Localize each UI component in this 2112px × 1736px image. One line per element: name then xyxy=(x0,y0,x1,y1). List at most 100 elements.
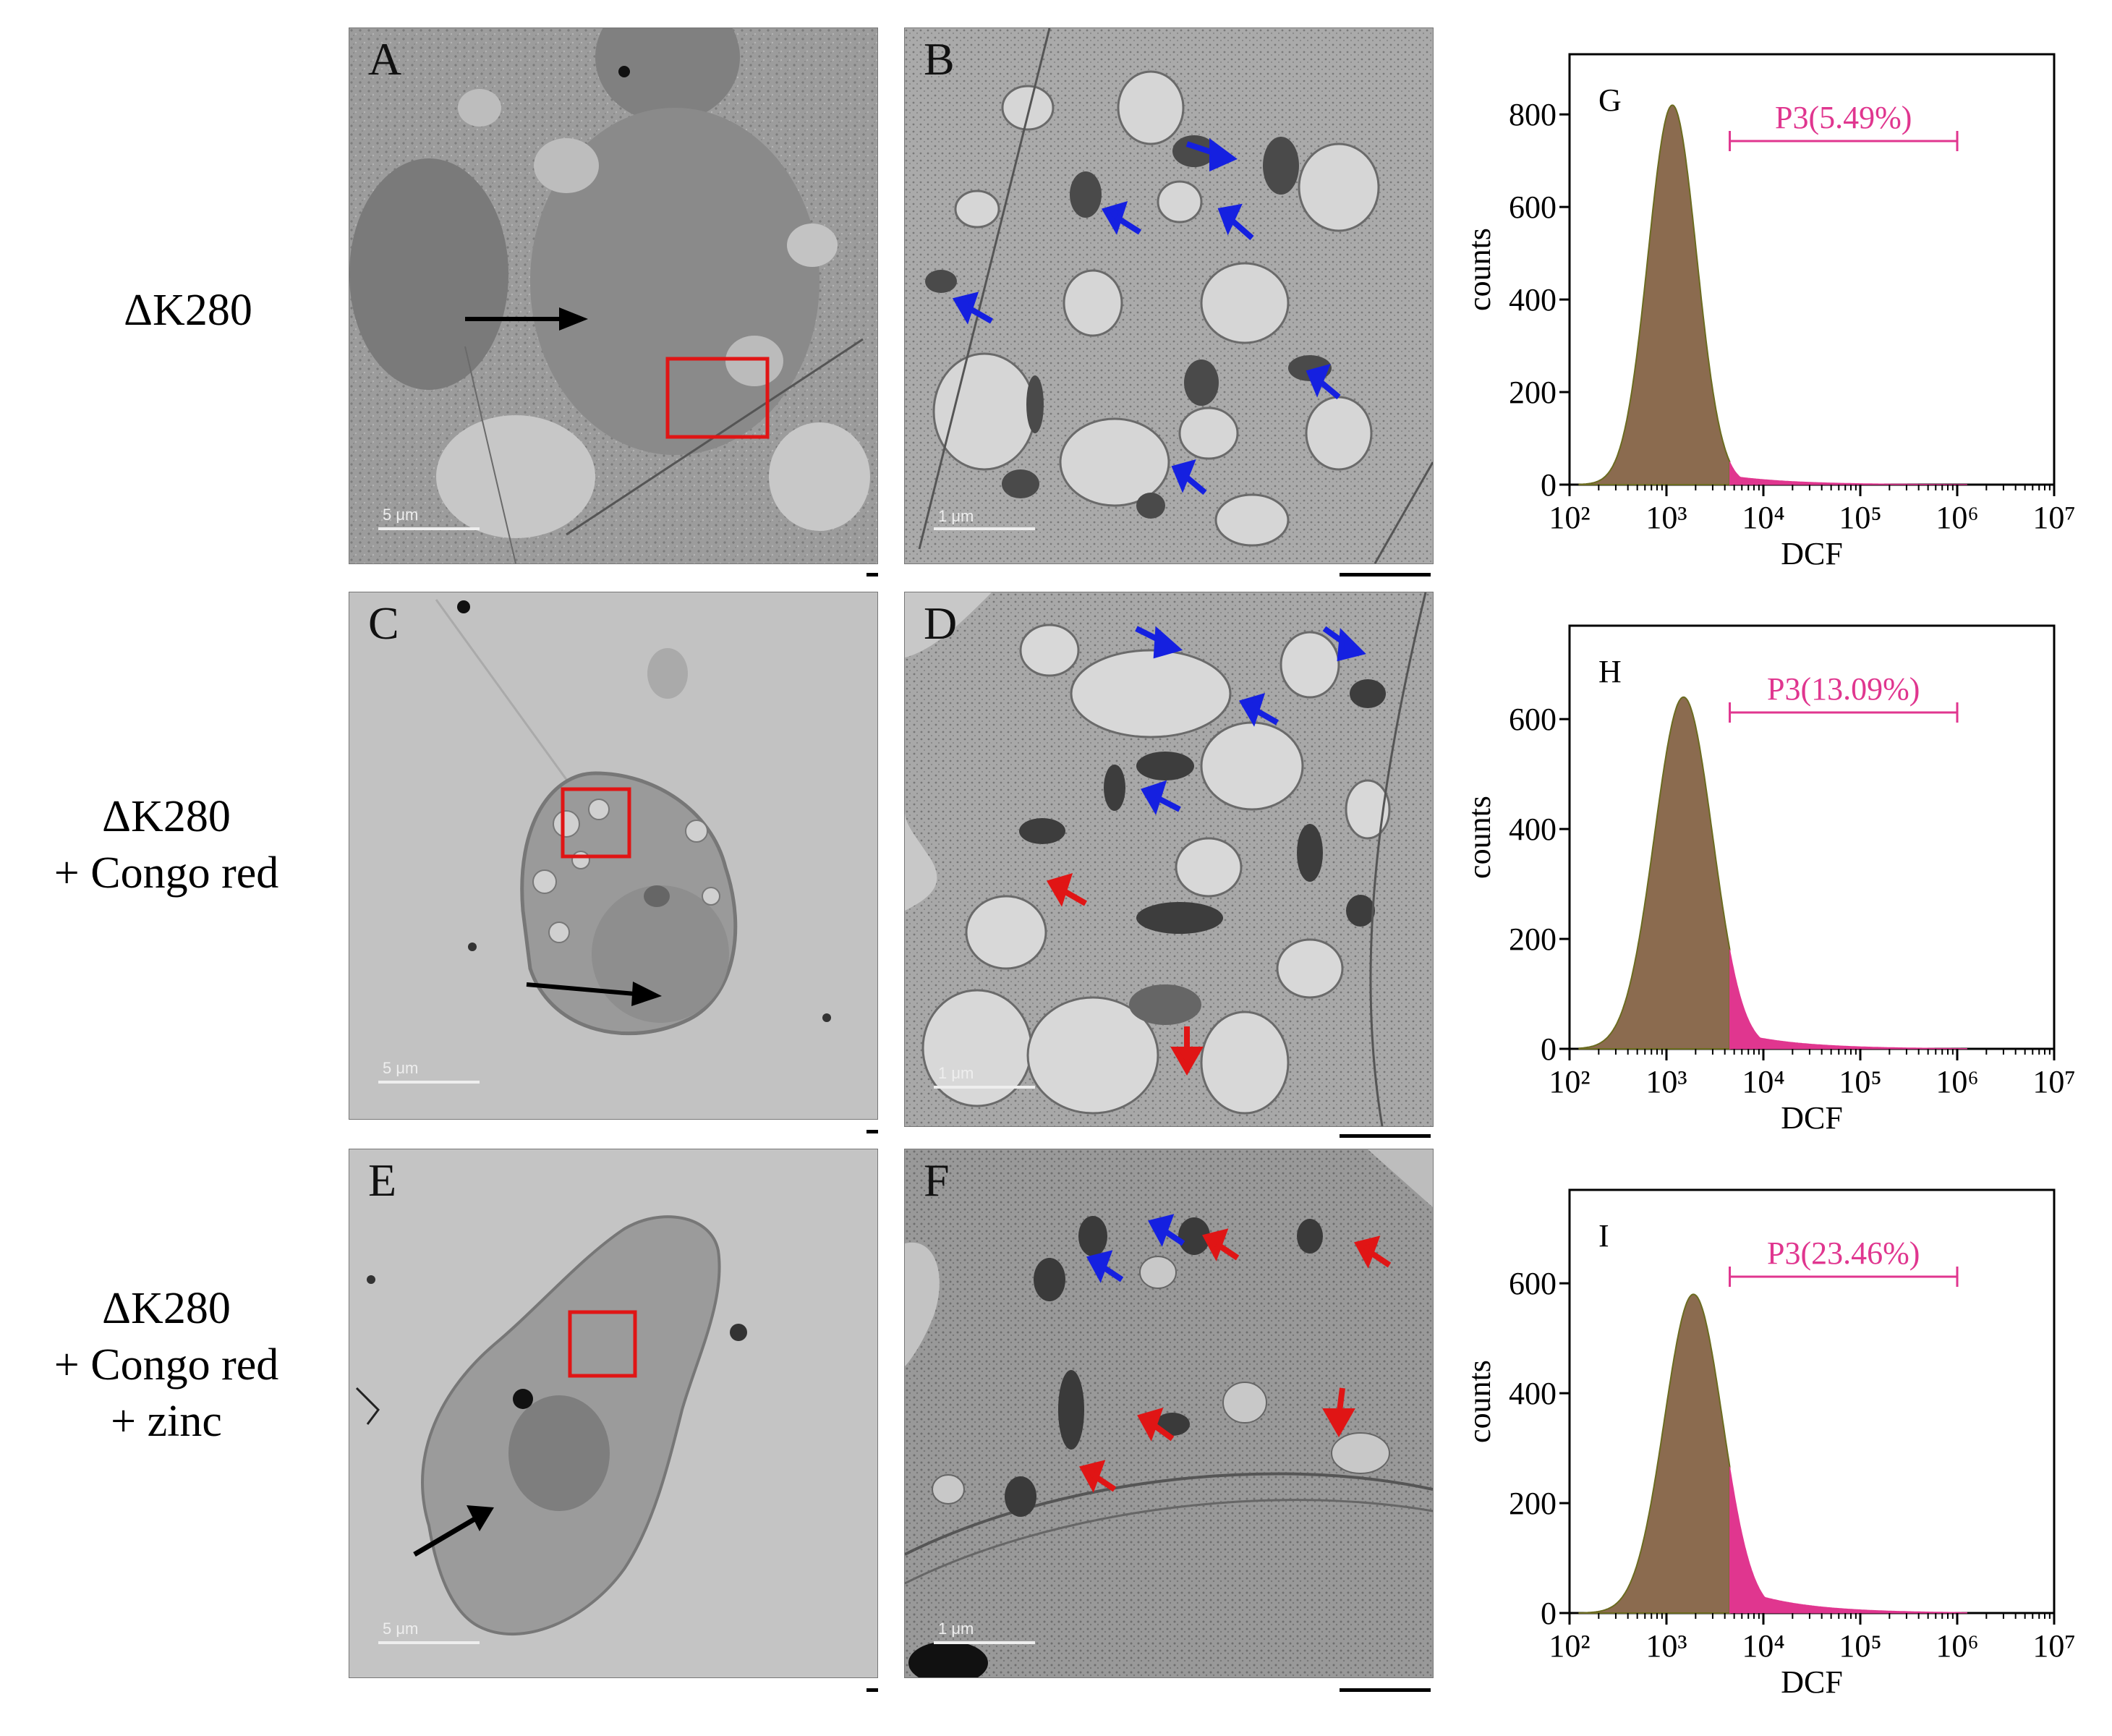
external-scale-bar xyxy=(1340,1134,1431,1138)
external-scale-bar xyxy=(1340,573,1431,576)
gate-label: P3(23.46%) xyxy=(1767,1235,1920,1271)
zoom-region-box xyxy=(568,1310,637,1378)
y-tick-label: 600 xyxy=(1509,1266,1557,1301)
scale-bar-label: 1 μm xyxy=(938,507,974,525)
zoom-region-box xyxy=(665,357,770,439)
tem-panel-a: A 5 μm xyxy=(349,27,878,564)
y-tick-label: 200 xyxy=(1509,922,1557,957)
external-scale-bar xyxy=(866,1688,878,1692)
x-tick-label: 10⁴ xyxy=(1742,1628,1784,1664)
y-tick-label: 800 xyxy=(1509,97,1557,132)
tem-panel-d: D 1 μm xyxy=(904,592,1434,1127)
mito-arrows-red xyxy=(1079,1228,1392,1493)
scale-bar xyxy=(934,1641,1035,1644)
x-axis-label: DCF xyxy=(1781,536,1843,571)
row-label-1: ΔK280 xyxy=(80,282,297,339)
y-tick-label: 400 xyxy=(1509,1376,1557,1411)
tem-image-d xyxy=(905,592,1433,1126)
x-tick-label: 10⁵ xyxy=(1839,500,1881,535)
y-axis-label: counts xyxy=(1462,1360,1497,1443)
panel-letter: E xyxy=(368,1154,397,1206)
histogram-gated-population xyxy=(1729,949,1967,1050)
tem-image-e xyxy=(349,1149,877,1677)
x-tick-label: 10³ xyxy=(1645,1064,1687,1099)
x-tick-label: 10³ xyxy=(1645,1628,1687,1664)
nucleus-arrow-head xyxy=(559,307,588,331)
y-tick-label: 200 xyxy=(1509,375,1557,410)
nucleus-arrow-head xyxy=(631,982,662,1006)
mito-arrows-blue xyxy=(1086,1214,1185,1283)
x-axis-label: DCF xyxy=(1781,1664,1843,1700)
tem-panel-b: B 1 μm xyxy=(904,27,1434,564)
scale-bar xyxy=(934,1086,1035,1089)
panel-letter: F xyxy=(924,1154,950,1206)
y-tick-label: 600 xyxy=(1509,702,1557,737)
scale-bar xyxy=(934,527,1035,530)
x-tick-label: 10³ xyxy=(1645,500,1687,535)
y-tick-label: 200 xyxy=(1509,1486,1557,1521)
x-tick-label: 10⁵ xyxy=(1839,1064,1881,1099)
scale-bar xyxy=(378,1641,480,1644)
x-axis-label: DCF xyxy=(1781,1100,1843,1136)
x-tick-label: 10² xyxy=(1549,500,1590,535)
scale-bar-label: 5 μm xyxy=(383,1620,419,1638)
gate-label: P3(5.49%) xyxy=(1775,100,1912,135)
scale-bar-label: 1 μm xyxy=(938,1620,974,1638)
external-scale-bar xyxy=(866,1130,878,1133)
histogram-svg: 0 200 400 600 800 10² 10³ 10⁴ 10⁵ 10⁶ 10⁷ DCF counts… xyxy=(1462,53,2076,571)
x-tick-label: 10⁷ xyxy=(2032,500,2075,535)
row-label-2: ΔK280 + Congo red xyxy=(14,788,318,901)
x-tick-label: 10⁷ xyxy=(2032,1064,2075,1099)
nucleus-arrow xyxy=(413,1515,477,1557)
row-label-line: + zinc xyxy=(111,1397,222,1446)
y-tick-label: 0 xyxy=(1541,467,1557,503)
panel-letter: H xyxy=(1598,654,1622,689)
scale-bar-label: 5 μm xyxy=(383,1059,419,1077)
tem-image-a xyxy=(349,28,877,563)
mito-arrows-blue xyxy=(952,138,1341,495)
x-tick-label: 10² xyxy=(1549,1064,1590,1099)
y-tick-label: 400 xyxy=(1509,812,1557,847)
panel-letter: B xyxy=(924,33,955,85)
panel-letter: G xyxy=(1598,82,1622,118)
scale-bar xyxy=(378,527,480,530)
row-label-line: + Congo red xyxy=(54,848,279,898)
scale-bar-label: 1 μm xyxy=(938,1064,974,1082)
histogram-i: 0 200 400 600 10² 10³ 10⁴ 10⁵ 10⁶ 10⁷ DCF counts I P3… xyxy=(1447,1157,2112,1722)
x-tick-label: 10⁴ xyxy=(1742,1064,1784,1099)
mito-arrows-red xyxy=(1046,873,1204,1076)
nucleus-arrow-head xyxy=(467,1505,494,1531)
histogram-gated-population xyxy=(1729,461,1967,485)
row-label-line: ΔK280 xyxy=(102,792,231,841)
y-tick-label: 600 xyxy=(1509,190,1557,225)
row-label-line: + Congo red xyxy=(54,1340,279,1390)
tem-image-b xyxy=(905,28,1433,563)
scale-bar-label: 5 μm xyxy=(383,506,419,524)
histogram-main-population xyxy=(1578,696,1731,1050)
panel-letter: C xyxy=(368,597,399,649)
y-tick-label: 400 xyxy=(1509,282,1557,318)
nucleus-arrow xyxy=(526,982,636,996)
histogram-main-population xyxy=(1578,104,1731,485)
y-tick-label: 0 xyxy=(1541,1031,1557,1067)
y-axis-label: counts xyxy=(1462,796,1497,879)
x-tick-label: 10⁷ xyxy=(2032,1628,2075,1664)
external-scale-bar xyxy=(1340,1688,1431,1692)
y-axis-label: counts xyxy=(1462,228,1497,311)
tem-panel-e: E 5 μm xyxy=(349,1149,878,1678)
x-tick-label: 10⁴ xyxy=(1742,500,1784,535)
y-tick-label: 0 xyxy=(1541,1596,1557,1631)
x-tick-label: 10⁶ xyxy=(1936,500,1978,535)
histogram-gated-population xyxy=(1729,1466,1967,1614)
tem-image-c xyxy=(349,592,877,1119)
tem-panel-f: F 1 μm xyxy=(904,1149,1434,1678)
x-tick-label: 10⁶ xyxy=(1936,1628,1978,1664)
zoom-region-box xyxy=(561,787,631,859)
gate-label: P3(13.09%) xyxy=(1767,671,1920,707)
external-scale-bar xyxy=(866,573,878,576)
x-tick-label: 10⁶ xyxy=(1936,1064,1978,1099)
histogram-main-population xyxy=(1578,1293,1731,1614)
histogram-h: 0 200 400 600 10² 10³ 10⁴ 10⁵ 10⁶ 10⁷ DCF counts H P3… xyxy=(1447,593,2112,1157)
mito-arrows-blue xyxy=(1135,626,1366,815)
x-tick-label: 10⁵ xyxy=(1839,1628,1881,1664)
